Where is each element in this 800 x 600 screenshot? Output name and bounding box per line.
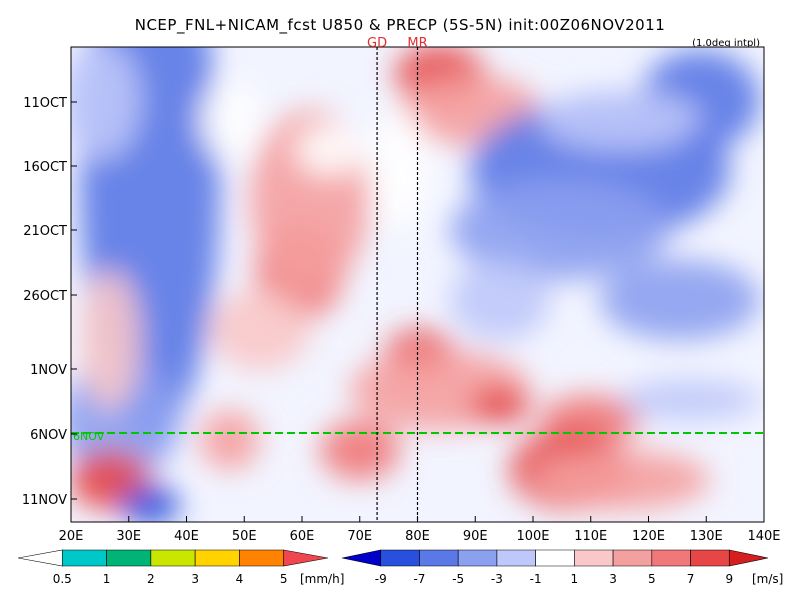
legend-swatch bbox=[419, 549, 459, 567]
precip-legend: 0.5 1 2 3 4 5 bbox=[17, 549, 329, 586]
legend-label: 0.5 bbox=[53, 572, 72, 586]
legend-label: -1 bbox=[530, 572, 542, 586]
legend-label: -7 bbox=[413, 572, 425, 586]
x-tick-label: 130E bbox=[690, 529, 723, 544]
legend-swatch bbox=[496, 549, 536, 567]
legend-swatch bbox=[612, 549, 653, 567]
y-tick-label: 11NOV bbox=[22, 493, 67, 508]
legend-swatch bbox=[239, 549, 285, 567]
legend-label: 3 bbox=[609, 572, 617, 586]
chart-title: NCEP_FNL+NICAM_fcst U850 & PRECP (5S-5N)… bbox=[135, 16, 666, 35]
marker-label: GD bbox=[367, 36, 387, 51]
x-axis: 20E 30E 40E 50E 60E 70E 80E 90E 100E 110E 120E 130E… bbox=[59, 516, 781, 544]
x-tick-label: 60E bbox=[290, 529, 315, 544]
legend-label: 9 bbox=[725, 572, 733, 586]
init-line-label: 6NOV bbox=[73, 430, 105, 443]
legend-swatch bbox=[106, 549, 152, 567]
x-tick-label: 70E bbox=[347, 529, 372, 544]
x-tick-label: 30E bbox=[116, 529, 141, 544]
x-tick-label: 110E bbox=[574, 529, 607, 544]
legend-swatch bbox=[535, 549, 575, 567]
x-tick-label: 120E bbox=[632, 529, 665, 544]
legend-label: -9 bbox=[375, 572, 387, 586]
x-tick-label: 40E bbox=[174, 529, 199, 544]
wind-unit: [m/s] bbox=[752, 572, 783, 586]
plot-area: 6NOV bbox=[71, 47, 764, 522]
legend-label: -5 bbox=[452, 572, 464, 586]
legend-swatch bbox=[690, 549, 730, 567]
precip-unit: [mm/h] bbox=[300, 572, 344, 586]
marker-label: MR bbox=[407, 36, 427, 51]
y-axis: 11OCT 16OCT 21OCT 26OCT 1NOV 6NOV 11NOV bbox=[22, 96, 77, 508]
legend-swatch bbox=[341, 549, 382, 567]
legend-label: -3 bbox=[491, 572, 503, 586]
y-tick-label: 26OCT bbox=[23, 289, 67, 304]
y-tick-label: 11OCT bbox=[23, 96, 67, 111]
legend-swatch bbox=[728, 549, 769, 567]
legend-label: 5 bbox=[648, 572, 656, 586]
y-tick-label: 1NOV bbox=[30, 363, 67, 378]
legend-label: 1 bbox=[103, 572, 111, 586]
legend-swatch bbox=[457, 549, 498, 567]
legend-label: 2 bbox=[147, 572, 155, 586]
legend-swatch bbox=[283, 549, 329, 567]
marker-lines bbox=[376, 47, 419, 522]
marker-labels: GD MR bbox=[367, 36, 428, 51]
legend-label: 3 bbox=[191, 572, 199, 586]
legend-label: 5 bbox=[280, 572, 288, 586]
legend-swatch bbox=[380, 549, 420, 567]
x-tick-label: 50E bbox=[232, 529, 257, 544]
x-tick-label: 90E bbox=[463, 529, 488, 544]
y-tick-label: 21OCT bbox=[23, 224, 67, 239]
legend-label: 4 bbox=[236, 572, 244, 586]
legend-swatch bbox=[574, 549, 614, 567]
legend-swatch bbox=[150, 549, 196, 567]
legend-swatch bbox=[651, 549, 691, 567]
x-tick-label: 20E bbox=[59, 529, 84, 544]
y-tick-label: 6NOV bbox=[30, 428, 67, 443]
x-tick-label: 80E bbox=[405, 529, 430, 544]
x-tick-label: 100E bbox=[516, 529, 549, 544]
x-tick-label: 140E bbox=[747, 529, 780, 544]
legend-swatch bbox=[61, 549, 107, 567]
y-tick-label: 16OCT bbox=[23, 160, 67, 175]
init-line: 6NOV bbox=[71, 430, 764, 443]
legend-label: 1 bbox=[571, 572, 579, 586]
legend-label: 7 bbox=[687, 572, 695, 586]
wind-legend: -9 -7 -5 -3 -1 1 3 5 7 9 bbox=[341, 549, 769, 586]
legend-swatch bbox=[194, 549, 240, 567]
legend-swatch bbox=[17, 549, 63, 567]
chart-subtitle: (1.0deg intpl) bbox=[692, 38, 760, 49]
